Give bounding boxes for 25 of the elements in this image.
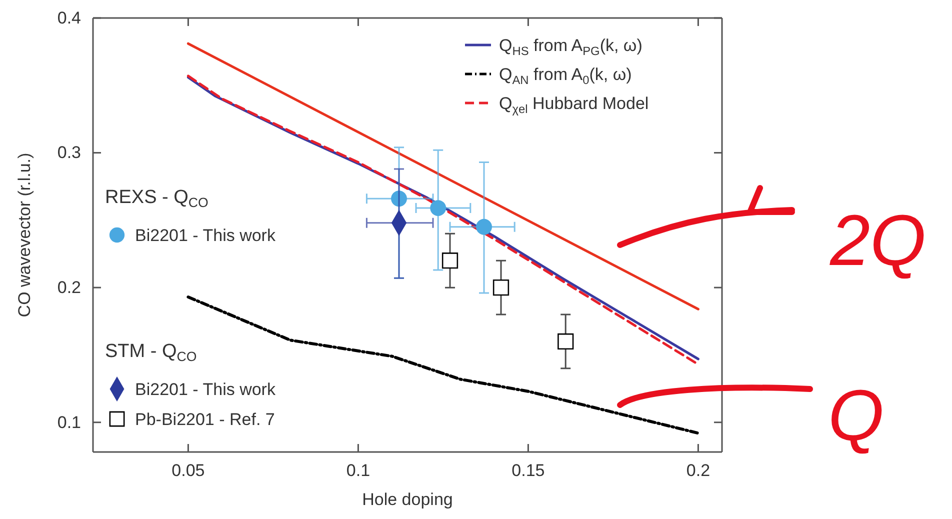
x-tick-label: 0.15 — [512, 461, 545, 480]
point — [558, 333, 574, 350]
point — [492, 280, 510, 296]
legend-label: Q$_{χel}$ Hubbard Model — [499, 94, 649, 116]
text: Q — [828, 376, 884, 456]
y-tick-label: 0.1 — [57, 412, 81, 432]
x-tick-label: 0.2 — [686, 461, 710, 480]
x-tick-label: 0.1 — [346, 461, 370, 480]
y-tick-label: 0.4 — [57, 8, 81, 28]
y-tick-label: 0.3 — [57, 143, 81, 162]
legend-label: Pb-Bi2201 - Ref. 7 — [135, 410, 275, 429]
point — [442, 252, 458, 269]
point — [476, 218, 492, 235]
annotation: STM - Q$_{CO}$ — [105, 341, 197, 364]
legend-label: Q$_{HS}$ from A$_{PG}$(k, ω) — [499, 36, 642, 58]
legend-label: Q$_{AN}$ from A$_{0}$(k, ω) — [499, 65, 632, 87]
y-axis-title: CO wavevector (r.l.u.) — [15, 152, 34, 318]
legend-label: Bi2201 - This work — [135, 226, 276, 245]
y-tick-label: 0.2 — [57, 278, 81, 298]
legend-label: Bi2201 - This work — [135, 380, 276, 399]
x-tick-label: 0.05 — [172, 461, 205, 480]
text: 2Q — [829, 201, 926, 281]
x-axis-title: Hole doping — [362, 490, 453, 509]
annotation: REXS - Q$_{CO}$ — [105, 187, 208, 210]
point — [430, 200, 446, 216]
